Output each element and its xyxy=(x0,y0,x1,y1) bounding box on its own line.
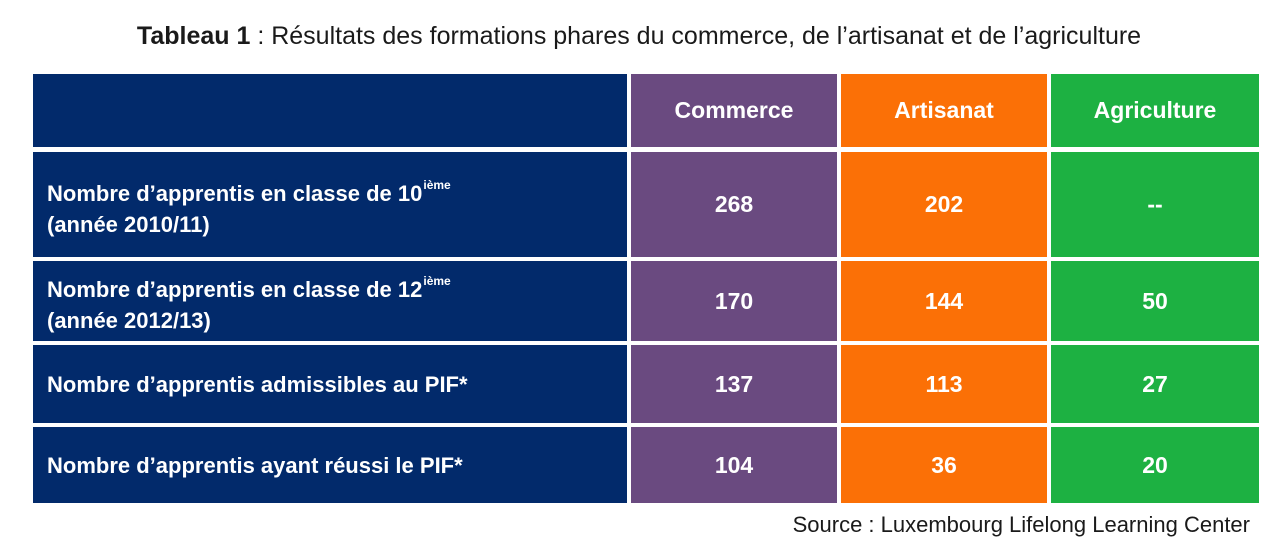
table-title: Tableau 1 : Résultats des formations pha… xyxy=(0,22,1278,51)
cell-artisanat: 202 xyxy=(841,152,1047,257)
row-label-main: Nombre d’apprentis ayant réussi le PIF* xyxy=(47,452,463,478)
row-label-sub: (année 2012/13) xyxy=(47,308,211,333)
row-label-main: Nombre d’apprentis en classe de 10 xyxy=(47,180,423,206)
row-label-sup: ième xyxy=(423,177,451,192)
cell-commerce: 104 xyxy=(631,427,837,503)
cell-artisanat: 113 xyxy=(841,345,1047,423)
row-label-main: Nombre d’apprentis admissibles au PIF* xyxy=(47,371,468,397)
row-label-sup: ième xyxy=(423,274,451,288)
header-agriculture: Agriculture xyxy=(1051,74,1259,147)
cell-agriculture: 27 xyxy=(1051,345,1259,423)
cell-commerce: 137 xyxy=(631,345,837,423)
cell-commerce: 268 xyxy=(631,152,837,257)
cell-agriculture: -- xyxy=(1051,152,1259,257)
cell-artisanat: 144 xyxy=(841,261,1047,341)
cell-commerce: 170 xyxy=(631,261,837,341)
cell-agriculture: 50 xyxy=(1051,261,1259,341)
row-label: Nombre d’apprentis en classe de 12ième (… xyxy=(33,261,627,341)
header-empty-cell xyxy=(33,74,627,147)
cell-agriculture: 20 xyxy=(1051,427,1259,503)
row-label: Nombre d’apprentis en classe de 10ième (… xyxy=(33,152,627,257)
table-title-text: : Résultats des formations phares du com… xyxy=(250,22,1142,50)
header-commerce: Commerce xyxy=(631,74,837,147)
table-title-lead: Tableau 1 xyxy=(136,22,251,50)
row-label-main: Nombre d’apprentis en classe de 12 xyxy=(47,277,423,302)
header-artisanat: Artisanat xyxy=(841,74,1047,147)
row-label: Nombre d’apprentis admissibles au PIF* xyxy=(33,345,627,423)
row-label-sub: (année 2010/11) xyxy=(47,211,210,237)
row-label: Nombre d’apprentis ayant réussi le PIF* xyxy=(33,427,627,503)
source-note: Source : Luxembourg Lifelong Learning Ce… xyxy=(792,512,1250,537)
cell-artisanat: 36 xyxy=(841,427,1047,503)
